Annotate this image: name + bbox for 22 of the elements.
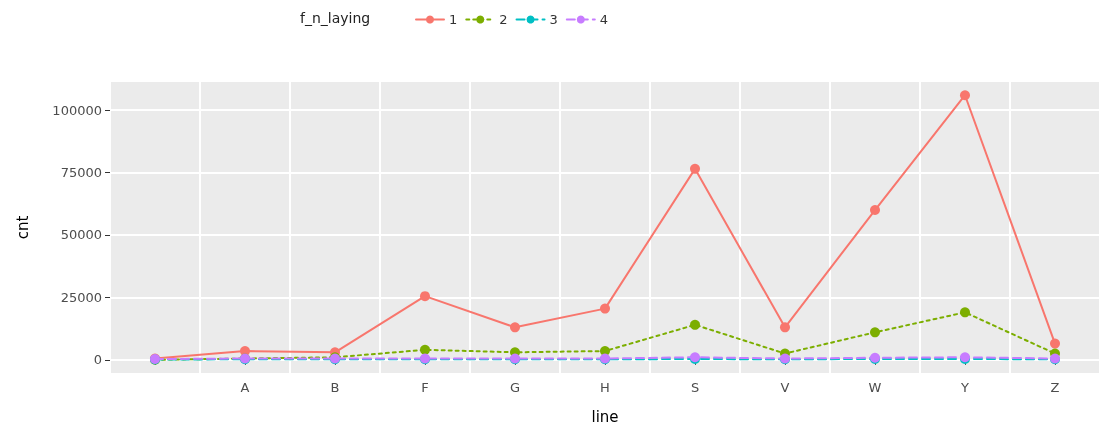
x-tick-label: S xyxy=(690,380,700,395)
x-axis-title: line xyxy=(591,407,619,426)
legend-label: 1 xyxy=(449,12,458,27)
y-tick-label: 0 xyxy=(93,352,102,368)
y-tick-label: 75000 xyxy=(60,165,102,181)
legend-label: 3 xyxy=(549,12,558,27)
x-tick-label: V xyxy=(780,380,790,395)
x-tick-label: W xyxy=(868,380,882,395)
y-axis-title: cnt xyxy=(13,215,32,240)
y-tick-label: 25000 xyxy=(60,289,102,305)
y-tick-label: 100000 xyxy=(52,102,102,118)
x-tick-label: Z xyxy=(1050,380,1060,395)
x-tick-label: F xyxy=(421,380,429,395)
x-tick-label: A xyxy=(240,380,250,395)
x-tick-label: B xyxy=(330,380,340,395)
x-tick-label: G xyxy=(509,380,521,395)
x-tick-label: H xyxy=(600,380,610,395)
legend-title: f_n_laying xyxy=(300,10,371,26)
x-tick-label: Y xyxy=(960,380,970,395)
y-tick-label: 50000 xyxy=(60,227,102,243)
legend-label: 2 xyxy=(499,12,508,27)
legend-label: 4 xyxy=(599,12,609,27)
